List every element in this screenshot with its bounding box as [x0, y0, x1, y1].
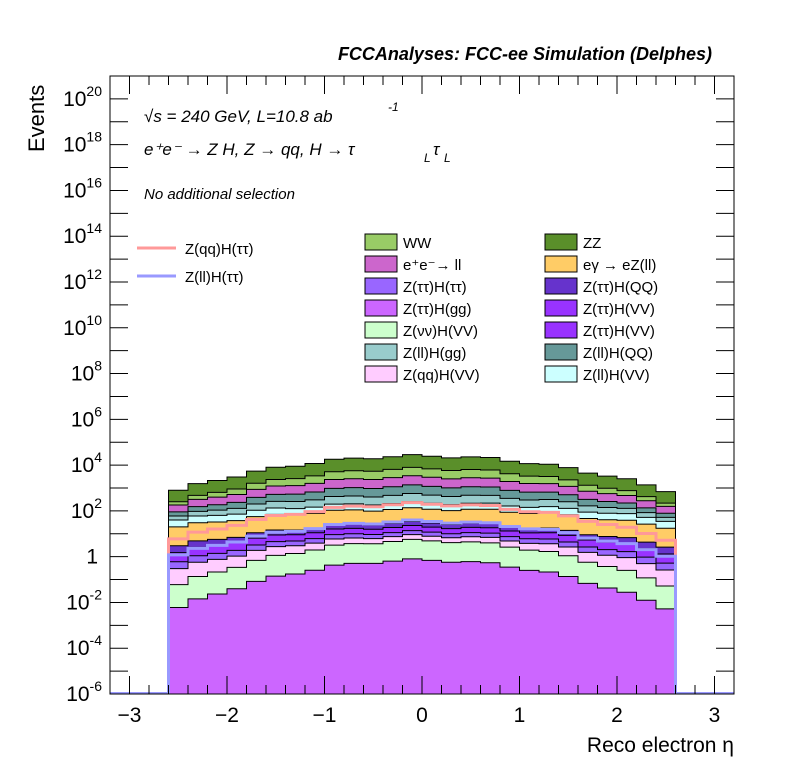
legend-swatch: [544, 233, 578, 251]
process-annotation-tail: τ: [433, 140, 441, 159]
legend-swatch: [364, 299, 398, 317]
legend-label: e⁺e⁻→ ll: [403, 257, 461, 274]
legend-label: eγ → eZ(ll): [583, 257, 656, 274]
y-tick-label: 10-2: [66, 586, 102, 614]
legend-label: Z(qq)H(ττ): [185, 241, 254, 258]
line-series-0: [167, 501, 677, 694]
x-tick-label: −1: [313, 704, 337, 727]
y-tick-label: 106: [71, 403, 102, 431]
stack-layer: [168, 454, 676, 695]
legend-swatch: [544, 299, 578, 317]
legend-swatch: [544, 255, 578, 273]
line-layer: [110, 501, 734, 694]
y-tick-label: 108: [71, 358, 102, 386]
x-axis-label: Reco electron η: [587, 734, 734, 757]
y-tick-label: 1: [86, 546, 98, 569]
stack-series-12: [168, 558, 676, 695]
x-tick-label: 3: [709, 704, 721, 727]
y-tick-label: 1014: [63, 220, 102, 248]
legend: Z(qq)H(ττ) Z(ll)H(ττ) WW e⁺e⁻→ ll Z(ττ)H(ττ)…: [137, 233, 658, 384]
energy-annotation-sup: -1: [388, 100, 399, 114]
legend-label: Z(ττ)H(gg): [403, 301, 472, 318]
y-tick-label: 102: [71, 495, 102, 523]
legend-swatch: [364, 343, 398, 361]
y-tick-label: 1018: [63, 129, 102, 157]
y-tick-label: 104: [71, 449, 102, 477]
legend-swatch: [364, 255, 398, 273]
y-tick-label: 1010: [63, 312, 102, 340]
legend-label: Z(ττ)H(ττ): [403, 279, 467, 296]
legend-label: Z(νν)H(VV): [403, 323, 478, 340]
legend-label: Z(ττ)H(QQ): [583, 279, 658, 296]
legend-label: WW: [403, 235, 432, 252]
y-tick-label: 10-6: [66, 678, 102, 706]
legend-label: Z(ll)H(ττ): [185, 269, 244, 286]
legend-label: Z(ll)H(VV): [583, 367, 650, 384]
x-tick-label: 0: [416, 704, 428, 727]
x-tick-label: −2: [215, 704, 239, 727]
legend-swatch: [364, 277, 398, 295]
legend-swatch: [544, 343, 578, 361]
process-annotation-sub2: L: [444, 151, 451, 165]
legend-label: Z(ll)H(gg): [403, 345, 466, 362]
x-tick-label: 1: [514, 704, 526, 727]
y-tick-label: 10-4: [66, 632, 102, 660]
legend-swatch: [544, 321, 578, 339]
selection-annotation: No additional selection: [144, 186, 295, 203]
energy-annotation: √s = 240 GeV, L=10.8 ab: [144, 107, 333, 126]
legend-label: Z(qq)H(VV): [403, 367, 480, 384]
axis-layer: −3 −2 −1 0 1 2 3 1020 1018 1016 1014 1012 1010 108 106…: [63, 75, 735, 727]
x-tick-label: −3: [118, 704, 142, 727]
legend-label: Z(ττ)H(VV): [583, 301, 655, 318]
legend-label: Z(ττ)H(VV): [583, 323, 655, 340]
legend-swatch: [544, 365, 578, 383]
legend-label: Z(ll)H(QQ): [583, 345, 653, 362]
y-axis-label: Events: [24, 85, 49, 152]
legend-swatch: [364, 321, 398, 339]
process-annotation-sub: L: [424, 151, 431, 165]
y-tick-label: 1016: [63, 174, 102, 202]
legend-swatch: [364, 233, 398, 251]
x-tick-label: 2: [611, 704, 623, 727]
legend-label: ZZ: [583, 235, 601, 252]
y-tick-label: 1012: [63, 266, 102, 294]
line-series-1: [167, 518, 677, 694]
process-annotation: e⁺e⁻ → Z H, Z → qq, H → τ: [144, 140, 356, 159]
y-tick-label: 1020: [63, 83, 102, 111]
legend-swatch: [544, 277, 578, 295]
legend-swatch: [364, 365, 398, 383]
chart-title: FCCAnalyses: FCC-ee Simulation (Delphes): [338, 44, 712, 64]
